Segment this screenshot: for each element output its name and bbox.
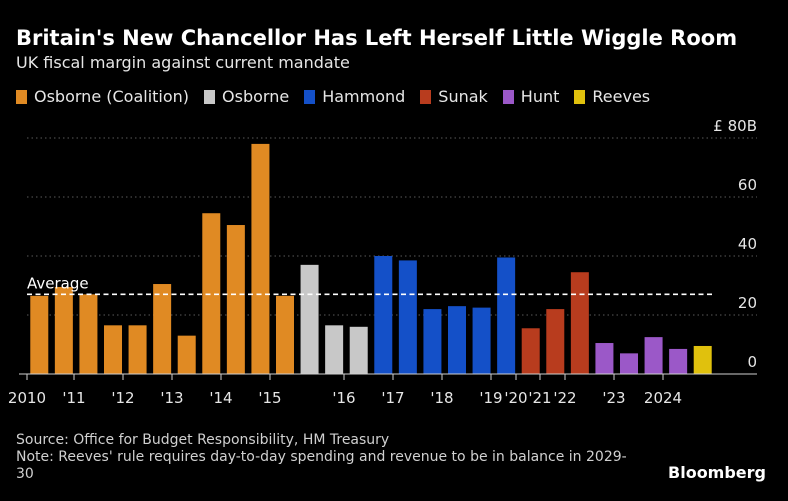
legend-swatch <box>574 89 586 104</box>
x-tick-label: '15 <box>258 389 281 407</box>
bar <box>497 257 516 374</box>
bar <box>128 325 147 374</box>
legend-item-osborne-coalition: Osborne (Coalition) <box>16 87 189 106</box>
chart-subtitle: UK fiscal margin against current mandate <box>16 53 350 72</box>
x-tick-label: '16 <box>332 389 355 407</box>
bar <box>153 284 172 374</box>
bar <box>472 307 491 374</box>
bar <box>669 348 688 374</box>
y-tick-label: 40 <box>738 235 757 253</box>
legend-item-sunak: Sunak <box>420 87 488 106</box>
x-tick-label: '22 <box>553 389 576 407</box>
bar <box>398 260 417 374</box>
legend-label: Reeves <box>592 87 651 106</box>
legend: Osborne (Coalition) Osborne Hammond Suna… <box>16 87 665 106</box>
average-label: Average <box>27 274 89 292</box>
x-tick-label: '19 <box>479 389 502 407</box>
bar <box>300 264 319 374</box>
x-tick-label: '17 <box>381 389 404 407</box>
legend-swatch <box>304 89 316 104</box>
x-tick-label: '11 <box>62 389 85 407</box>
x-tick-label: '21 <box>528 389 551 407</box>
legend-label: Hunt <box>520 87 560 106</box>
legend-label: Hammond <box>322 87 406 106</box>
chart-title: Britain's New Chancellor Has Left Hersel… <box>16 26 738 50</box>
bar <box>30 295 49 374</box>
x-tick-label: '23 <box>602 389 625 407</box>
x-tick-label: '14 <box>209 389 232 407</box>
y-tick-label: 60 <box>738 176 757 194</box>
legend-item-reeves: Reeves <box>574 87 650 106</box>
bar <box>570 272 589 374</box>
bar <box>202 213 221 374</box>
bar <box>226 225 245 374</box>
bar <box>423 309 442 374</box>
source-note: Source: Office for Budget Responsibility… <box>16 432 390 448</box>
x-tick-label: 2010 <box>8 389 46 407</box>
legend-item-hunt: Hunt <box>502 87 560 106</box>
bar <box>325 325 344 374</box>
bar <box>546 309 565 374</box>
x-tick-label: '18 <box>430 389 453 407</box>
bar <box>251 143 270 374</box>
bar <box>349 326 368 374</box>
bar <box>54 286 73 374</box>
bar <box>644 337 663 374</box>
bar <box>521 328 540 374</box>
bar <box>620 353 638 374</box>
bloomberg-logo: Bloomberg <box>668 463 766 482</box>
methodology-note: Note: Reeves' rule requires day-to-day s… <box>16 449 627 482</box>
bar <box>104 325 122 374</box>
legend-label: Osborne (Coalition) <box>34 87 190 106</box>
x-tick-label: '20 <box>504 389 527 407</box>
legend-label: Sunak <box>438 87 488 106</box>
legend-swatch <box>16 89 27 104</box>
x-tick-label: '13 <box>160 389 183 407</box>
x-tick-label: 2024 <box>644 389 682 407</box>
bar <box>276 295 294 374</box>
x-tick-label: '12 <box>111 389 134 407</box>
bar <box>595 343 614 374</box>
legend-item-hammond: Hammond <box>304 87 405 106</box>
y-tick-label: 20 <box>738 294 757 312</box>
bar <box>693 345 712 374</box>
y-tick-label: 0 <box>747 353 757 371</box>
bar <box>79 294 98 374</box>
bar <box>177 335 196 374</box>
legend-swatch <box>204 89 216 104</box>
bar <box>448 306 466 374</box>
footnote: Source: Office for Budget Responsibility… <box>16 432 636 483</box>
legend-item-osborne: Osborne <box>204 87 289 106</box>
legend-label: Osborne <box>222 87 290 106</box>
bar <box>374 256 393 374</box>
legend-swatch <box>420 89 432 104</box>
y-tick-label: £ 80B <box>713 117 757 135</box>
legend-swatch <box>502 89 514 104</box>
